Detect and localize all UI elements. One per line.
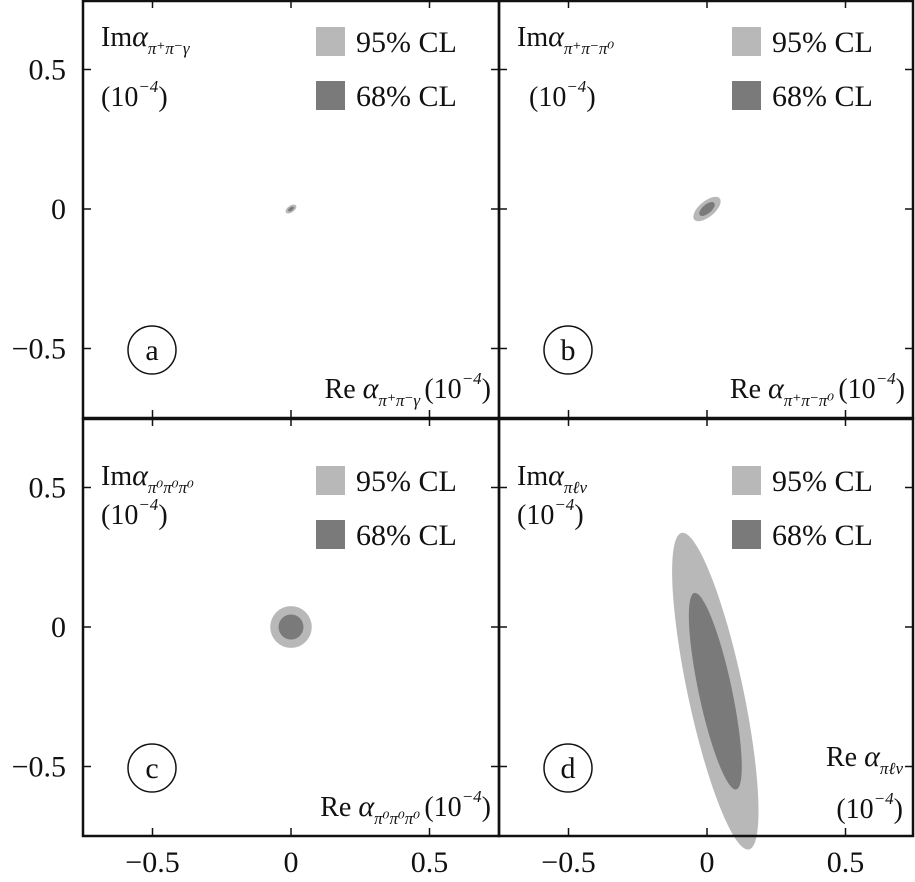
- x-axis-unit: (10−4): [836, 789, 903, 825]
- y-tick-label: −0.5: [12, 333, 66, 366]
- panel-letter-circle: [127, 743, 177, 793]
- x-tick-label: 0: [284, 846, 299, 879]
- panel-letter: c: [145, 752, 158, 785]
- confidence-region-68: [688, 592, 742, 790]
- panel-c: 95% CL 68% CL Imαπ⁰π⁰π⁰(10−4) c Re απ⁰π⁰π⁰ (…: [81, 417, 501, 838]
- y-tick-label: 0: [51, 611, 66, 644]
- legend-label-68: 68% CL: [356, 80, 457, 113]
- confidence-region-68: [278, 614, 304, 640]
- confidence-region-68: [699, 202, 715, 216]
- legend-swatch-68: [316, 81, 345, 110]
- y-tick-label: 0: [51, 193, 66, 226]
- legend-swatch-68: [732, 520, 761, 549]
- legend-label-68: 68% CL: [772, 519, 873, 552]
- confidence-region-68: [288, 206, 294, 212]
- legend-label-95: 95% CL: [772, 465, 873, 498]
- y-axis-unit: (10−4): [517, 495, 584, 531]
- y-tick-label: 0.5: [29, 54, 67, 87]
- legend-swatch-68: [732, 81, 761, 110]
- x-axis-label: Re απ⁺π⁻π⁰ (10−4): [730, 369, 905, 410]
- legend-label-95: 95% CL: [356, 26, 457, 59]
- legend-label-68: 68% CL: [772, 80, 873, 113]
- x-tick-label: 0.5: [827, 846, 865, 879]
- y-tick-label: 0.5: [29, 472, 67, 505]
- legend-swatch-95: [732, 466, 761, 495]
- x-axis-label: Re απℓν: [826, 740, 903, 778]
- panel-a: 95% CL 68% CL Imαπ⁺π⁻γ (10−4) a Re απ⁺π⁻γ (10…: [81, 0, 501, 420]
- legend-swatch-95: [316, 27, 345, 56]
- panel-letter-circle: [127, 325, 177, 375]
- y-axis-label: Imαπ⁰π⁰π⁰: [101, 459, 194, 497]
- legend-swatch-95: [732, 27, 761, 56]
- x-tick-label: −0.5: [125, 846, 179, 879]
- y-axis-unit: (10−4): [529, 77, 596, 113]
- legend-swatch-68: [316, 520, 345, 549]
- y-axis-label: Imαπℓν: [517, 459, 587, 497]
- panel-letter-circle: [543, 325, 593, 375]
- panel-b: 95% CL 68% CL Imαπ⁺π⁻π⁰ (10−4) b Re απ⁺π⁻π⁰ (…: [497, 0, 915, 420]
- legend-swatch-95: [316, 466, 345, 495]
- y-axis-label: Imαπ⁺π⁻γ: [101, 20, 191, 58]
- x-tick-label: 0: [700, 846, 715, 879]
- y-axis-unit: (10−4): [101, 77, 168, 113]
- panel-letter: a: [145, 334, 158, 367]
- x-axis-label: Re απ⁺π⁻γ (10−4): [325, 369, 491, 410]
- y-axis-unit: (10−4): [101, 495, 168, 531]
- panel-letter: d: [561, 752, 576, 785]
- legend-label-95: 95% CL: [356, 465, 457, 498]
- legend-label-95: 95% CL: [772, 26, 873, 59]
- x-tick-label: −0.5: [541, 846, 595, 879]
- panel-letter-circle: [543, 743, 593, 793]
- panel-frame: [497, 417, 915, 838]
- y-tick-label: −0.5: [12, 751, 66, 784]
- panel-letter: b: [561, 334, 576, 367]
- y-axis-label: Imαπ⁺π⁻π⁰: [517, 20, 614, 58]
- legend-label-68: 68% CL: [356, 519, 457, 552]
- x-axis-label: Re απ⁰π⁰π⁰ (10−4): [320, 787, 491, 828]
- x-tick-label: 0.5: [411, 846, 449, 879]
